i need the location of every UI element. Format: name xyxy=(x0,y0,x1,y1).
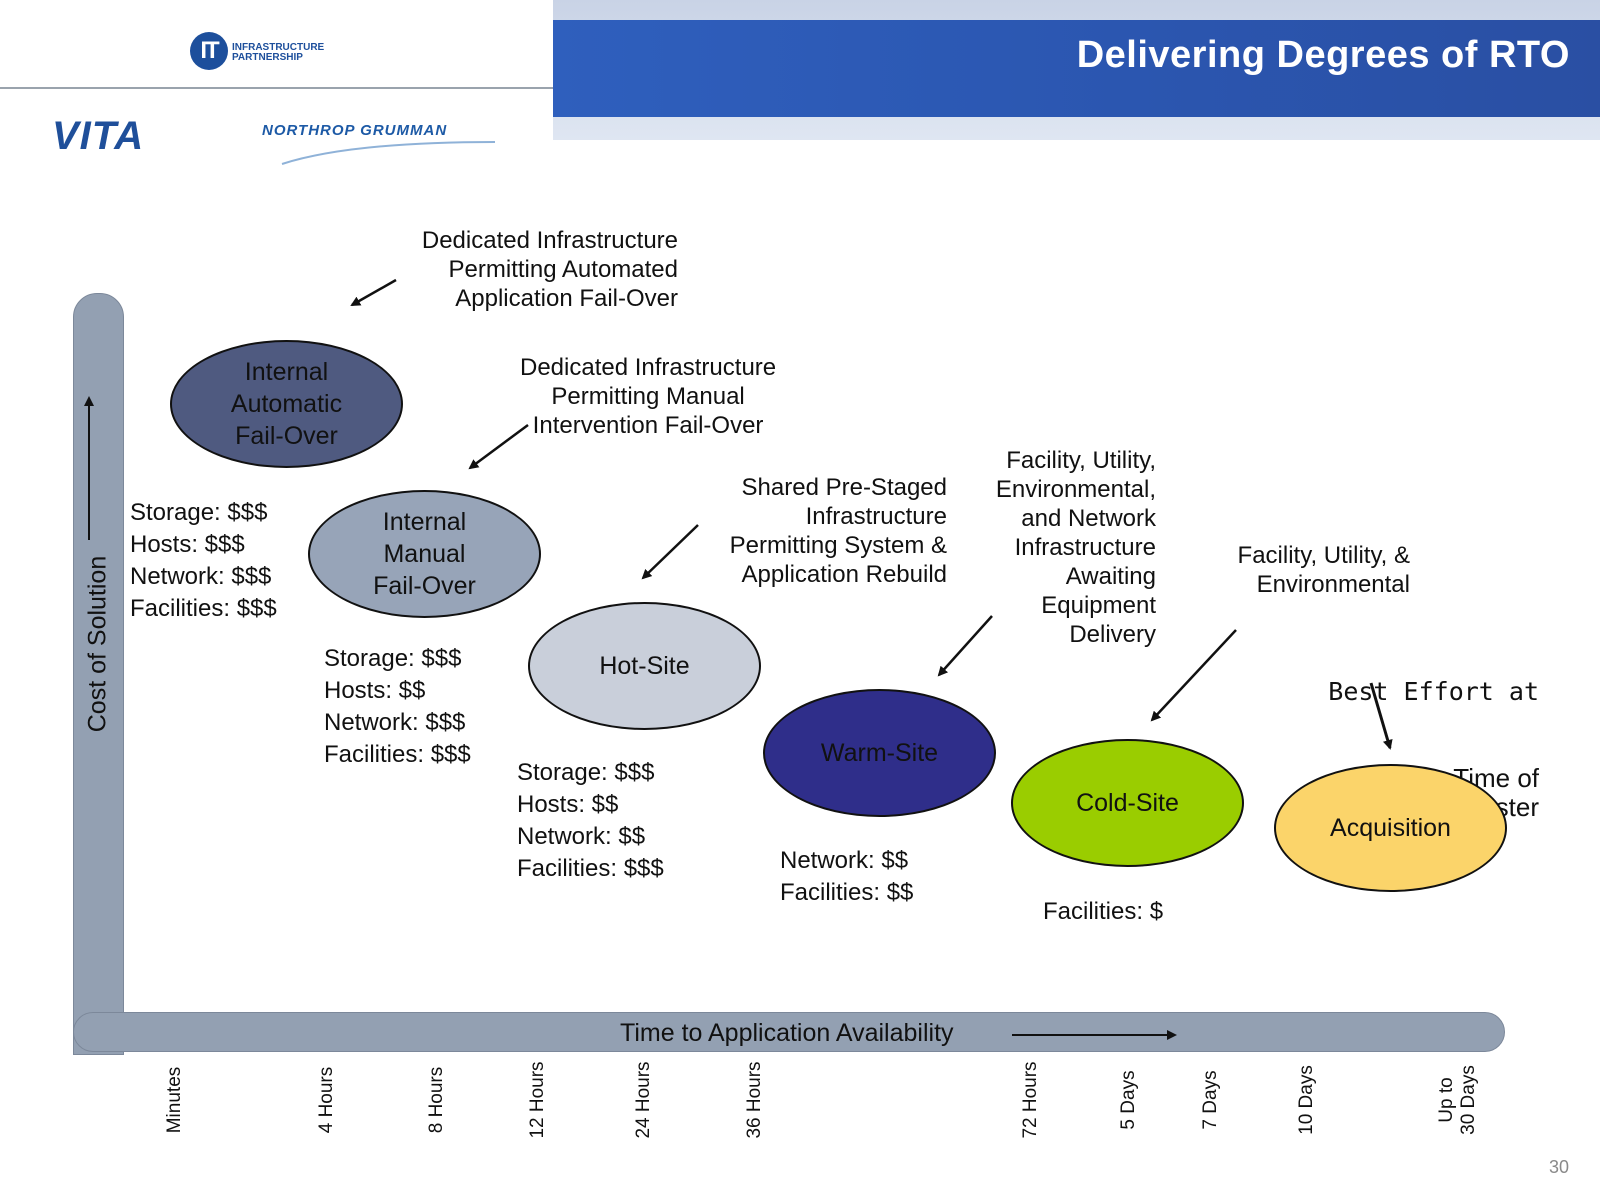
x-tick-label: 8 Hours xyxy=(426,1066,447,1134)
it-partnership-logo-text: INFRASTRUCTURE PARTNERSHIP xyxy=(232,42,325,63)
x-tick-label: 72 Hours xyxy=(1020,1061,1041,1139)
tier-hot-site: Hot-Site xyxy=(528,602,761,730)
x-axis-title: Time to Application Availability xyxy=(620,1019,954,1047)
x-tick-label: 24 Hours xyxy=(633,1061,654,1139)
costs-warm-site: Network: $$ Facilities: $$ xyxy=(780,847,914,906)
x-tick-label: Minutes xyxy=(164,1066,185,1134)
x-tick-label: 7 Days xyxy=(1200,1070,1221,1130)
page-number: 30 xyxy=(1549,1157,1570,1177)
costs-hot-site: Storage: $$$ Hosts: $$ Network: $$ Facil… xyxy=(517,759,664,882)
x-tick-label: Up to 30 Days xyxy=(1436,1065,1479,1135)
y-axis-bar xyxy=(73,293,124,1055)
desc-shared-prestaged: Shared Pre-Staged Infrastructure Permitt… xyxy=(729,474,947,588)
it-partnership-logo-icon: IT xyxy=(190,32,228,70)
tier-label: Acquisition xyxy=(1330,814,1451,842)
x-tick-label: 12 Hours xyxy=(527,1061,548,1139)
desc-facility-utility-env: Facility, Utility, & Environmental xyxy=(1237,542,1410,598)
costs-internal-manual: Storage: $$$ Hosts: $$ Network: $$$ Faci… xyxy=(324,645,471,768)
tier-warm-site: Warm-Site xyxy=(763,689,996,817)
tier-label: Warm-Site xyxy=(820,739,939,767)
arrow-to-acquisition xyxy=(1369,682,1393,750)
northrop-grumman-logo: NORTHROP GRUMMAN xyxy=(262,122,448,139)
x-tick-label: 10 Days xyxy=(1296,1065,1317,1135)
desc-facility-network: Facility, Utility, Environmental, and Ne… xyxy=(995,447,1156,648)
arrow-to-hot-site xyxy=(641,524,699,580)
desc-dedicated-automated: Dedicated Infrastructure Permitting Auto… xyxy=(421,227,678,312)
northrop-grumman-swoosh-icon xyxy=(281,141,496,165)
title-bar xyxy=(553,20,1600,117)
x-axis-bar xyxy=(73,1012,1505,1052)
header-divider xyxy=(0,87,553,89)
tier-internal-manual: Internal Manual Fail-Over xyxy=(308,490,541,618)
tier-label: Cold-Site xyxy=(1076,789,1179,817)
best-effort-line1: Best Effort at xyxy=(1328,677,1539,706)
tier-label: Internal Automatic Fail-Over xyxy=(230,358,343,450)
costs-cold-site: Facilities: $ xyxy=(1043,898,1164,925)
tier-label: Hot-Site xyxy=(599,652,690,680)
tier-cold-site: Cold-Site xyxy=(1011,739,1244,867)
arrow-to-warm-site xyxy=(937,615,993,677)
tier-internal-automatic: Internal Automatic Fail-Over xyxy=(170,340,403,468)
tier-label: Internal Manual Fail-Over xyxy=(373,508,476,600)
x-tick-label: 5 Days xyxy=(1118,1070,1139,1130)
tier-acquisition: Acquisition xyxy=(1274,764,1507,892)
x-tick-label: 36 Hours xyxy=(744,1061,765,1139)
page-title: Delivering Degrees of RTO xyxy=(1076,34,1570,76)
arrow-to-internal-manual xyxy=(468,423,529,470)
arrow-to-internal-automatic xyxy=(350,278,397,307)
costs-internal-automatic: Storage: $$$ Hosts: $$$ Network: $$$ Fac… xyxy=(130,499,277,622)
x-tick-label: 4 Hours xyxy=(316,1066,337,1134)
vita-logo: VITA xyxy=(52,114,145,158)
arrow-to-cold-site xyxy=(1150,629,1237,722)
desc-dedicated-manual: Dedicated Infrastructure Permitting Manu… xyxy=(520,354,777,439)
